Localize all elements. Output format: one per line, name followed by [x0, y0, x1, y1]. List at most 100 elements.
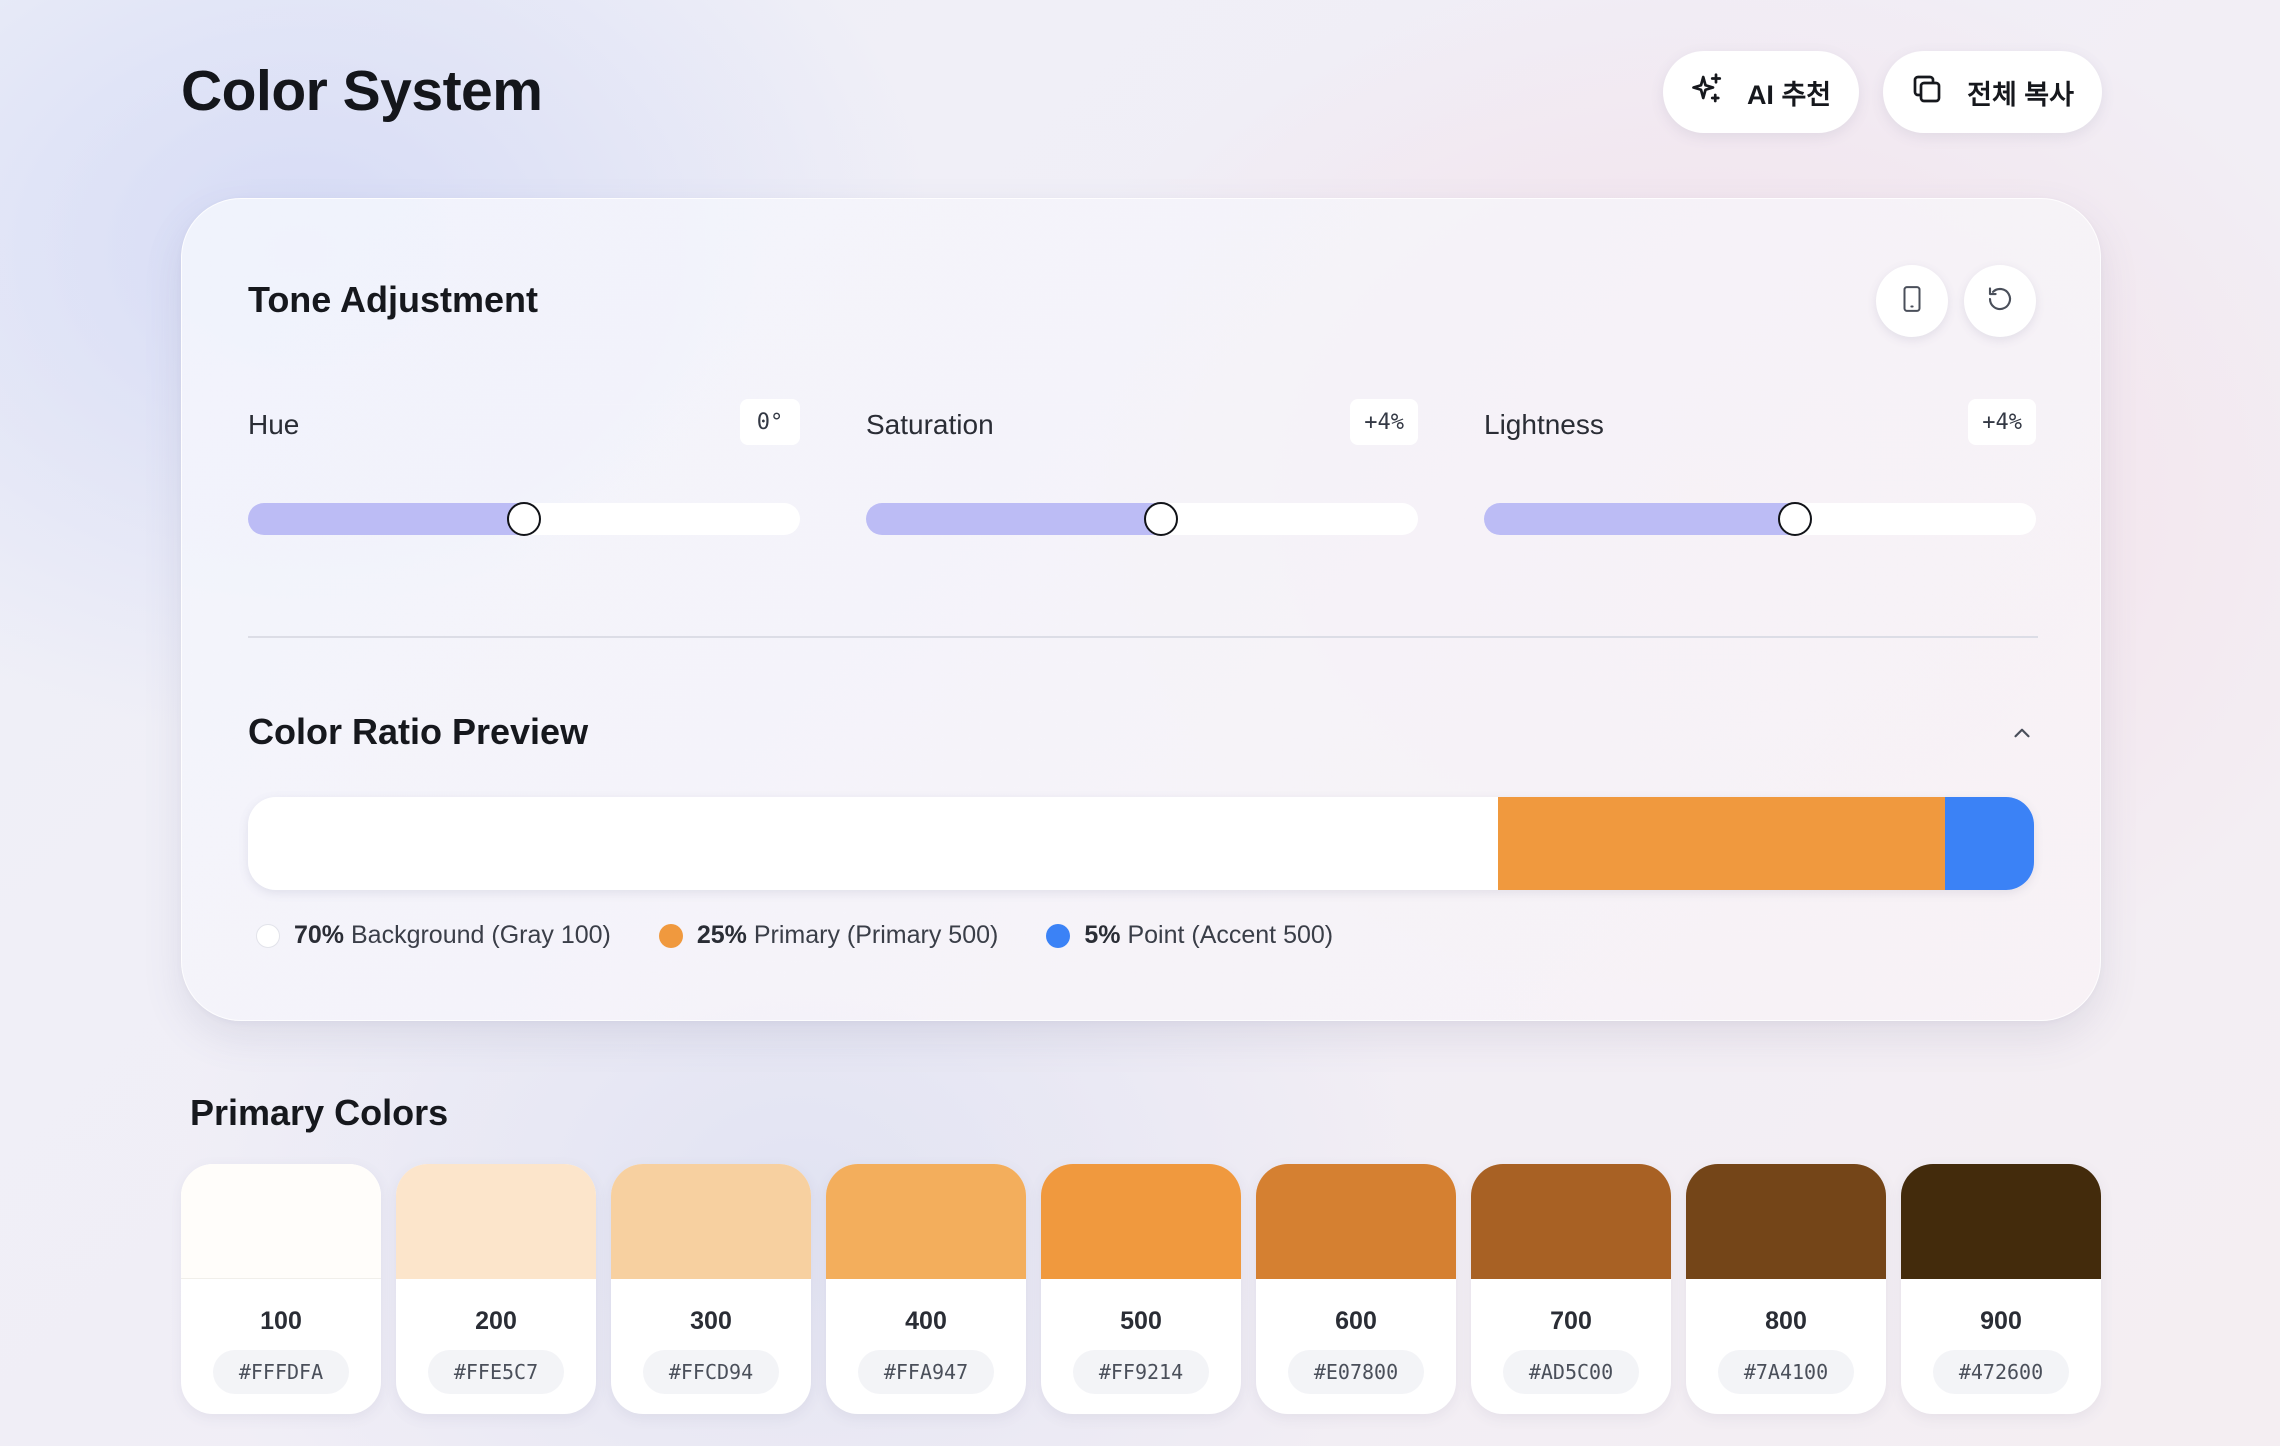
color-swatch-800[interactable]: 800 #7A4100	[1686, 1164, 1886, 1414]
swatch-info: 700 #AD5C00	[1471, 1279, 1671, 1414]
swatch-color-chip	[1256, 1164, 1456, 1279]
lightness-slider-track[interactable]	[1484, 502, 2036, 536]
lightness-value: +4%	[1968, 399, 2036, 445]
swatch-info: 200 #FFE5C7	[396, 1279, 596, 1414]
chevron-up-icon	[2009, 720, 2035, 751]
ratio-segment-background	[248, 797, 1499, 890]
primary-swatch-row: 100 #FFFDFA 200 #FFE5C7 300 #FFCD94 400 #FFA947…	[181, 1164, 2101, 1414]
swatch-info: 900 #472600	[1901, 1279, 2101, 1414]
section-divider	[248, 636, 2038, 638]
ai-recommend-button[interactable]: AI 추천	[1662, 51, 1860, 133]
swatch-step-label: 500	[1120, 1307, 1162, 1335]
lightness-slider-fill	[1484, 503, 1795, 535]
saturation-slider-track[interactable]	[866, 502, 1418, 536]
saturation-value: +4%	[1350, 399, 1418, 445]
tone-settings-card: Tone Adjustment Hue 0° Saturation	[181, 198, 2101, 1021]
tone-adjustment-title: Tone Adjustment	[248, 279, 538, 320]
color-swatch-700[interactable]: 700 #AD5C00	[1471, 1164, 1671, 1414]
color-swatch-400[interactable]: 400 #FFA947	[826, 1164, 1026, 1414]
hue-value: 0°	[740, 399, 800, 445]
swatch-color-chip	[826, 1164, 1026, 1279]
color-swatch-100[interactable]: 100 #FFFDFA	[181, 1164, 381, 1414]
color-swatch-500[interactable]: 500 #FF9214	[1041, 1164, 1241, 1414]
swatch-info: 100 #FFFDFA	[181, 1279, 381, 1414]
legend-percent-background: 70%	[294, 921, 345, 949]
hue-slider-thumb[interactable]	[507, 502, 541, 536]
mobile-device-icon	[1897, 284, 1927, 319]
swatch-color-chip	[1041, 1164, 1241, 1279]
swatch-info: 300 #FFCD94	[611, 1279, 811, 1414]
saturation-slider-fill	[866, 503, 1162, 535]
copy-all-button[interactable]: 전체 복사	[1883, 51, 2102, 133]
header-actions: AI 추천 전체 복사	[1662, 51, 2102, 133]
swatch-color-chip	[181, 1164, 381, 1279]
swatch-step-label: 700	[1550, 1307, 1592, 1335]
swatch-info: 800 #7A4100	[1686, 1279, 1886, 1414]
swatch-step-label: 100	[260, 1307, 302, 1335]
legend-dot-point	[1046, 923, 1071, 948]
saturation-label: Saturation	[866, 409, 994, 440]
lightness-slider-group: Lightness +4%	[1484, 399, 2036, 539]
collapse-section-button[interactable]	[2004, 717, 2040, 753]
swatch-hex-code[interactable]: #FFCD94	[642, 1350, 780, 1394]
sparkles-icon	[1689, 71, 1725, 114]
swatch-step-label: 900	[1980, 1307, 2022, 1335]
reset-button[interactable]	[1964, 265, 2036, 337]
swatch-hex-code[interactable]: #FF9214	[1072, 1350, 1210, 1394]
swatch-step-label: 200	[475, 1307, 517, 1335]
swatch-hex-code[interactable]: #FFFDFA	[212, 1350, 350, 1394]
copy-icon	[1909, 71, 1945, 114]
ratio-legend: 70% Background (Gray 100) 25% Primary (P…	[256, 921, 1333, 950]
legend-dot-primary	[658, 923, 683, 948]
swatch-hex-code[interactable]: #FFE5C7	[427, 1350, 565, 1394]
swatch-hex-code[interactable]: #7A4100	[1717, 1350, 1855, 1394]
legend-label-point: Point (Accent 500)	[1127, 921, 1334, 949]
color-swatch-300[interactable]: 300 #FFCD94	[611, 1164, 811, 1414]
hue-slider-fill	[248, 503, 524, 535]
hue-slider-group: Hue 0°	[248, 399, 800, 539]
copy-all-label: 전체 복사	[1967, 79, 2074, 110]
swatch-step-label: 300	[690, 1307, 732, 1335]
swatch-step-label: 600	[1335, 1307, 1377, 1335]
swatch-color-chip	[1686, 1164, 1886, 1279]
reset-icon	[1985, 284, 2015, 319]
hue-label: Hue	[248, 409, 300, 440]
legend-percent-point: 5%	[1084, 921, 1121, 949]
swatch-info: 500 #FF9214	[1041, 1279, 1241, 1414]
color-swatch-200[interactable]: 200 #FFE5C7	[396, 1164, 596, 1414]
color-swatch-900[interactable]: 900 #472600	[1901, 1164, 2101, 1414]
tone-sliders: Hue 0° Saturation +4% Lightness +4%	[248, 399, 2036, 539]
ratio-segment-primary	[1498, 797, 1945, 890]
swatch-info: 600 #E07800	[1256, 1279, 1456, 1414]
legend-label-primary: Primary (Primary 500)	[753, 921, 999, 949]
swatch-color-chip	[1901, 1164, 2101, 1279]
lightness-label: Lightness	[1484, 409, 1604, 440]
saturation-slider-group: Saturation +4%	[866, 399, 1418, 539]
color-ratio-title: Color Ratio Preview	[248, 711, 589, 752]
legend-item-background: 70% Background (Gray 100)	[256, 921, 611, 950]
swatch-hex-code[interactable]: #FFA947	[857, 1350, 995, 1394]
swatch-hex-code[interactable]: #472600	[1932, 1350, 2070, 1394]
legend-item-primary: 25% Primary (Primary 500)	[658, 921, 999, 950]
legend-label-background: Background (Gray 100)	[351, 921, 611, 949]
ai-recommend-label: AI 추천	[1746, 79, 1832, 110]
hue-slider-track[interactable]	[248, 502, 800, 536]
swatch-hex-code[interactable]: #AD5C00	[1502, 1350, 1640, 1394]
swatch-color-chip	[611, 1164, 811, 1279]
legend-dot-background	[256, 923, 280, 948]
device-preview-button[interactable]	[1876, 265, 1948, 337]
saturation-slider-thumb[interactable]	[1144, 502, 1179, 536]
ratio-segment-point	[1944, 797, 2034, 890]
swatch-color-chip	[1471, 1164, 1671, 1279]
color-swatch-600[interactable]: 600 #E07800	[1256, 1164, 1456, 1414]
legend-percent-primary: 25%	[696, 921, 747, 949]
legend-item-point: 5% Point (Accent 500)	[1046, 921, 1333, 950]
swatch-step-label: 400	[905, 1307, 947, 1335]
swatch-step-label: 800	[1765, 1307, 1807, 1335]
page-title: Color System	[181, 59, 543, 123]
swatch-color-chip	[396, 1164, 596, 1279]
swatch-hex-code[interactable]: #E07800	[1287, 1350, 1425, 1394]
color-ratio-bar	[248, 797, 2034, 890]
swatch-info: 400 #FFA947	[826, 1279, 1026, 1414]
lightness-slider-thumb[interactable]	[1777, 502, 1812, 536]
